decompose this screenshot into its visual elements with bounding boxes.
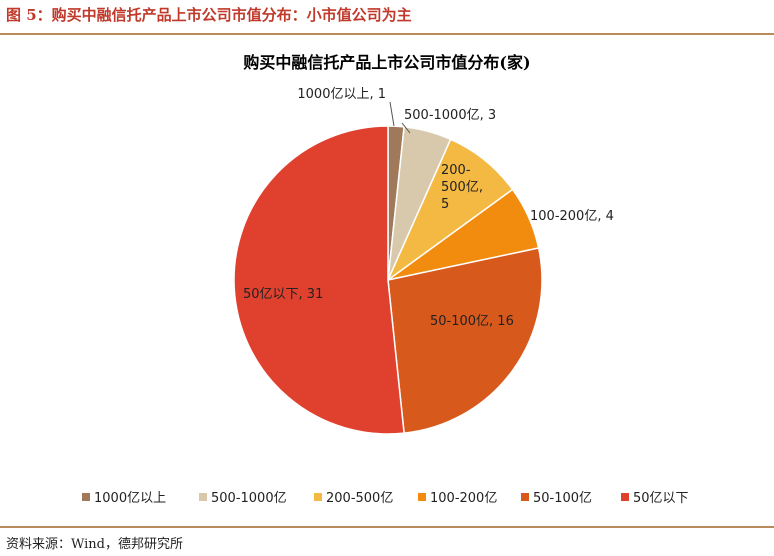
- slice-labels: 1000亿以上, 1 500-1000亿, 3 200-500亿, 5 100-200亿…: [243, 87, 614, 329]
- figure-title: 图 5：购买中融信托产品上市公司市值分布：小市值公司为主: [6, 6, 412, 24]
- bottom-divider: [0, 526, 774, 528]
- slice-label-0: 1000亿以上, 1: [297, 87, 386, 102]
- legend-label-0: 1000亿以上: [94, 491, 166, 506]
- legend-swatch-2: [314, 493, 322, 501]
- legend-swatch-3: [418, 493, 426, 501]
- legend-label-5: 50亿以下: [633, 491, 689, 506]
- legend-swatch-0: [82, 493, 90, 501]
- legend-swatch-4: [521, 493, 529, 501]
- slice-label-3: 100-200亿, 4: [530, 209, 614, 224]
- pie-chart: 购买中融信托产品上市公司市值分布(家) 1000亿以上, 1 500-1000亿,…: [82, 53, 689, 506]
- legend: 1000亿以上 500-1000亿 200-500亿 100-200亿 50-100亿 5…: [82, 491, 689, 506]
- leader-line-0: [389, 101, 395, 127]
- source-note: 资料来源：Wind，德邦研究所: [6, 537, 183, 552]
- pie-slice-4: [387, 247, 543, 434]
- chart-title: 购买中融信托产品上市公司市值分布(家): [243, 53, 530, 72]
- pie-slice-5: [233, 125, 405, 435]
- legend-label-2: 200-500亿: [326, 491, 393, 506]
- legend-label-4: 50-100亿: [533, 491, 592, 506]
- top-divider: [0, 33, 774, 35]
- pie-slices: [233, 125, 543, 435]
- slice-label-2: 200-500亿, 5: [441, 163, 483, 212]
- legend-label-3: 100-200亿: [430, 491, 497, 506]
- slice-label-4: 50-100亿, 16: [430, 314, 514, 329]
- legend-label-1: 500-1000亿: [211, 491, 287, 506]
- leader-line-1: [401, 122, 411, 134]
- slice-label-1: 500-1000亿, 3: [404, 108, 496, 123]
- legend-swatch-1: [199, 493, 207, 501]
- slice-label-5: 50亿以下, 31: [243, 287, 323, 302]
- legend-swatch-5: [621, 493, 629, 501]
